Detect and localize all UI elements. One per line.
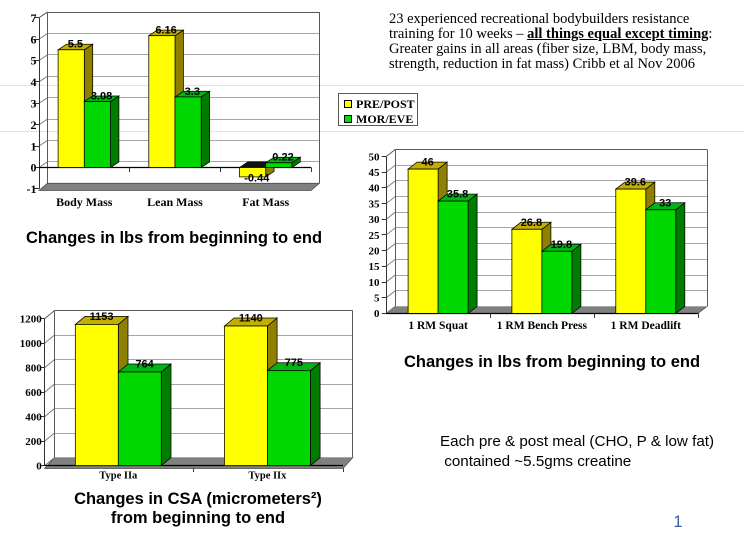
svg-text:400: 400 [25, 411, 42, 423]
svg-text:35.8: 35.8 [447, 189, 468, 201]
svg-text:1: 1 [31, 139, 37, 153]
svg-text:35: 35 [369, 198, 381, 210]
svg-text:19.8: 19.8 [551, 239, 572, 251]
svg-text:20: 20 [369, 245, 381, 257]
svg-text:800: 800 [25, 362, 42, 374]
svg-text:Body Mass: Body Mass [56, 195, 113, 209]
svg-text:5: 5 [31, 54, 37, 68]
svg-text:39.6: 39.6 [625, 177, 646, 189]
svg-text:0: 0 [36, 460, 42, 472]
svg-text:50: 50 [369, 151, 381, 163]
svg-text:Lean Mass: Lean Mass [147, 195, 203, 209]
svg-text:200: 200 [25, 436, 42, 448]
svg-text:1140: 1140 [239, 313, 263, 325]
svg-text:1 RM Deadlift: 1 RM Deadlift [611, 320, 681, 332]
svg-text:2: 2 [31, 118, 37, 132]
svg-text:30: 30 [369, 214, 381, 226]
svg-text:1 RM Bench Press: 1 RM Bench Press [497, 320, 588, 332]
svg-text:0: 0 [374, 308, 380, 320]
svg-text:764: 764 [135, 359, 154, 371]
svg-text:1 RM Squat: 1 RM Squat [408, 320, 468, 332]
svg-text:1200: 1200 [20, 313, 43, 325]
svg-text:5.5: 5.5 [68, 39, 83, 51]
svg-text:15: 15 [369, 261, 381, 273]
svg-text:33: 33 [659, 197, 671, 209]
svg-text:775: 775 [285, 357, 303, 369]
svg-text:46: 46 [421, 157, 433, 169]
svg-text:10: 10 [369, 277, 381, 289]
svg-text:0: 0 [31, 161, 37, 175]
svg-text:26.8: 26.8 [521, 217, 542, 229]
svg-text:1000: 1000 [20, 338, 43, 350]
svg-text:5: 5 [374, 293, 380, 305]
svg-text:1153: 1153 [90, 311, 114, 323]
svg-text:25: 25 [369, 230, 381, 242]
svg-text:3.3: 3.3 [185, 86, 200, 98]
svg-text:Fat Mass: Fat Mass [242, 195, 289, 209]
svg-text:Type IIx: Type IIx [248, 471, 287, 482]
svg-text:-1: -1 [27, 182, 37, 196]
svg-text:3: 3 [31, 97, 37, 111]
svg-text:7: 7 [31, 11, 37, 25]
svg-text:45: 45 [369, 167, 381, 179]
svg-text:Type IIa: Type IIa [99, 471, 138, 482]
svg-text:600: 600 [25, 387, 42, 399]
svg-text:-0.44: -0.44 [244, 172, 270, 184]
svg-text:0.22: 0.22 [272, 152, 293, 164]
svg-text:6.16: 6.16 [155, 25, 176, 37]
svg-text:40: 40 [369, 183, 381, 195]
svg-text:6: 6 [31, 32, 37, 46]
svg-text:3.08: 3.08 [91, 91, 112, 103]
svg-text:4: 4 [31, 75, 37, 89]
